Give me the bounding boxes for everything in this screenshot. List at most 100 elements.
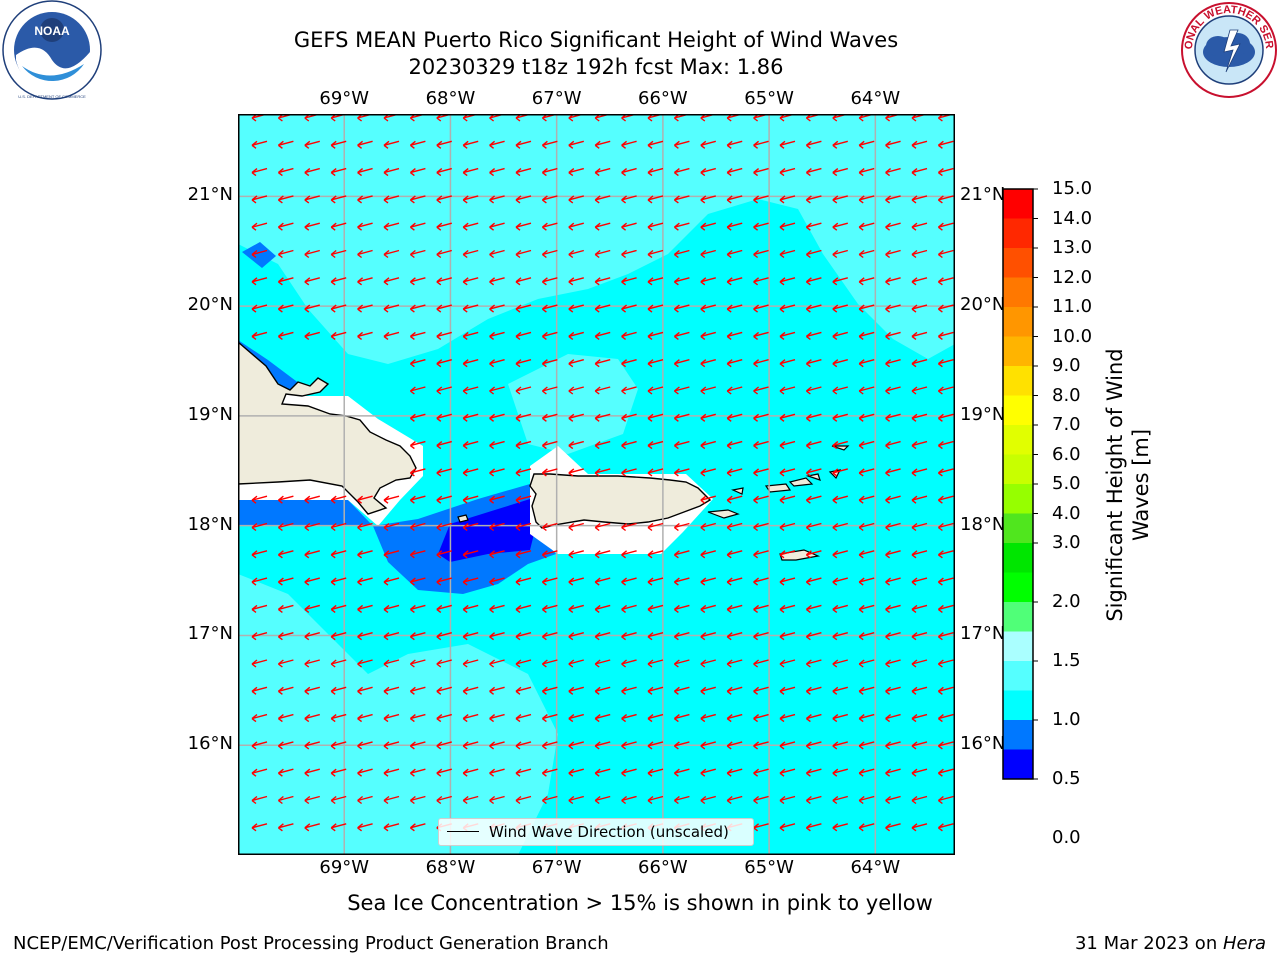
wave-direction-arrow [832,167,848,177]
lon-tick-label-bottom: 64°W [850,857,901,878]
wave-direction-arrow [885,277,901,286]
wave-direction-arrow [673,386,690,395]
wave-direction-arrow [541,632,558,641]
wave-direction-arrow [541,522,558,532]
wave-direction-arrow [304,604,320,613]
wave-direction-arrow [277,195,294,204]
colorbar-segment [1003,661,1033,691]
colorbar-segment [1003,749,1033,780]
wave-direction-arrow [277,795,294,805]
wave-direction-arrow [673,795,690,805]
wave-direction-arrow [858,195,875,204]
wave-direction-arrow [858,331,875,340]
map-frame [238,114,955,855]
lat-tick-label-left: 21°N [187,184,233,206]
wave-direction-arrow [251,632,268,641]
wave-direction-arrow [673,741,690,750]
wave-direction-arrow [541,222,558,231]
wave-direction-arrow [304,222,320,231]
wave-direction-arrow [489,713,505,723]
wave-direction-arrow [805,604,822,613]
wave-direction-arrow [911,140,928,149]
wave-direction-arrow [541,440,558,450]
wave-direction-arrow [726,468,743,477]
wave-direction-arrow [515,495,532,504]
wave-direction-arrow [330,277,347,286]
wave-direction-arrow [832,386,848,395]
wave-direction-arrow [858,522,875,532]
wave-direction-arrow [489,167,505,177]
wave-direction-arrow [277,768,294,777]
wave-direction-arrow [436,331,452,340]
wave-direction-arrow [541,768,558,777]
wave-direction-arrow [330,222,347,231]
colorbar-segment [1003,366,1033,396]
wave-direction-arrow [621,604,637,613]
wave-direction-arrow [937,577,954,586]
colorbar-segment [1003,189,1033,219]
wave-direction-arrow [885,632,901,641]
wave-direction-arrow [779,550,796,559]
wave-direction-arrow [462,304,479,313]
wave-direction-arrow [937,304,954,313]
wave-direction-arrow [462,359,479,368]
wave-direction-arrow [621,795,637,805]
wave-direction-arrow [805,277,822,286]
wave-direction-arrow [885,823,901,832]
wave-direction-arrow [436,468,452,477]
wave-direction-arrow [515,550,532,559]
lon-tick-label-top: 64°W [850,88,901,109]
wave-direction-arrow [541,167,558,177]
wave-direction-arrow [647,795,664,805]
wave-direction-arrow [911,249,928,259]
wave-direction-arrow [541,577,558,586]
wave-direction-arrow [594,140,611,149]
wave-direction-arrow [885,495,901,504]
wave-direction-arrow [594,413,611,422]
wave-direction-arrow [673,331,690,340]
wave-direction-arrow [885,440,901,450]
wave-direction-arrow [805,741,822,750]
wave-direction-arrow [885,795,901,805]
wave-direction-arrow [805,823,822,832]
wave-direction-arrow [726,195,743,204]
lon-tick-label-top: 66°W [638,88,688,109]
wave-direction-arrow [779,632,796,641]
wave-direction-arrow [383,659,400,668]
wave-direction-arrow [409,550,426,559]
wave-direction-arrow [805,140,822,149]
wave-direction-arrow [357,823,373,832]
wave-direction-arrow [700,167,716,177]
wave-direction-arrow [779,277,796,286]
wave-direction-arrow [568,359,584,368]
wave-direction-arrow [568,522,584,532]
wave-direction-arrow [462,741,479,750]
wave-direction-arrow [621,413,637,422]
wave-direction-arrow [594,222,611,231]
wave-direction-arrow [753,768,769,777]
wave-direction-arrow [357,550,373,559]
wave-direction-arrow [832,522,848,532]
wave-direction-arrow [673,659,690,668]
wave-direction-arrow [277,659,294,668]
wave-direction-arrow [937,277,954,286]
wave-direction-arrow [383,713,400,723]
wave-direction-arrow [436,249,452,259]
wave-direction-arrow [409,632,426,641]
colorbar-tick-label: 0.5 [1052,768,1081,789]
wave-direction-arrow [568,277,584,286]
wave-direction-arrow [805,413,822,422]
wave-direction-arrow [594,468,611,477]
wave-direction-arrow [304,768,320,777]
wave-direction-arrow [726,795,743,805]
wave-direction-arrow [515,768,532,777]
colorbar-tick-label: 5.0 [1052,473,1081,494]
wave-direction-arrow [568,713,584,723]
wave-direction-arrow [858,167,875,177]
wave-direction-arrow [462,222,479,231]
wave-direction-arrow [277,522,294,532]
wave-direction-arrow [251,604,268,613]
wave-direction-arrow [885,659,901,668]
wave-direction-arrow [647,249,664,259]
wave-direction-arrow [911,577,928,586]
